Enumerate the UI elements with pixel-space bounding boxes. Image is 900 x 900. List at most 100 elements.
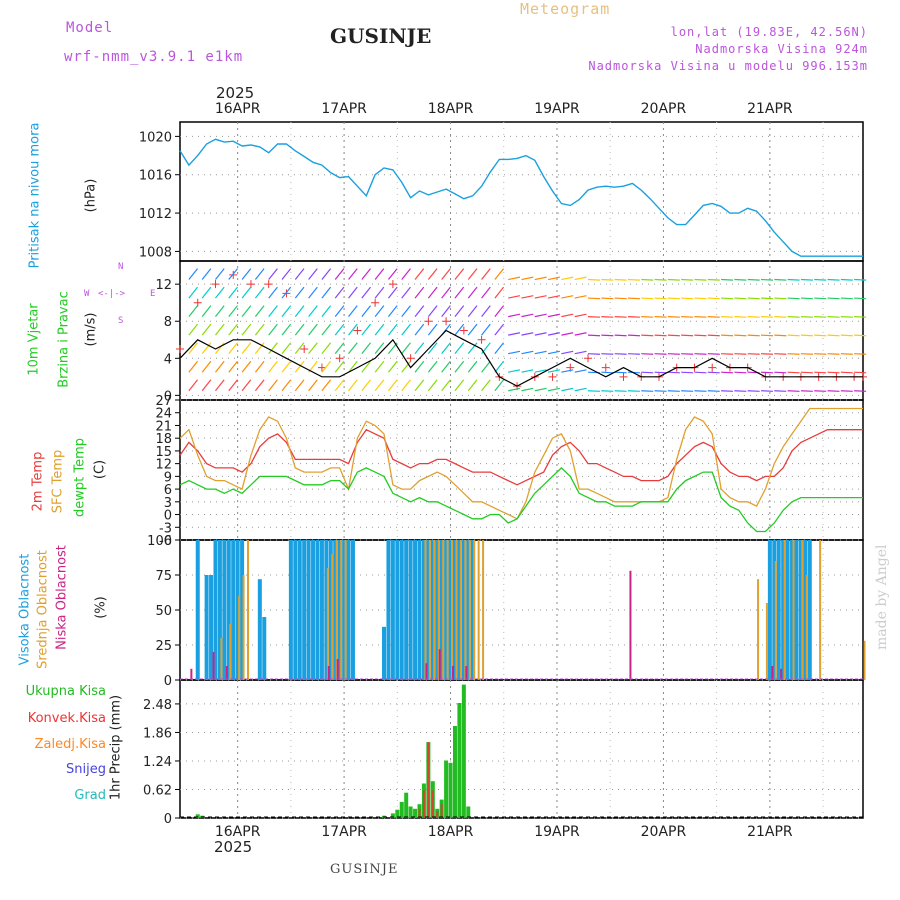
lonlat-label: lon,lat (19.83E, 42.56N): [670, 25, 868, 39]
wind-arrow: [814, 353, 827, 355]
legend-snow: Snijeg: [66, 762, 106, 777]
wind-arrow: [241, 323, 252, 336]
cloud-ytick-label: 25: [155, 639, 172, 654]
wind-arrow: [840, 297, 853, 300]
cloud-bar: [465, 666, 468, 680]
wind-arrow: [361, 323, 372, 336]
wind-arrow: [321, 286, 332, 299]
cloud-bar: [468, 540, 471, 680]
wind-arrow: [387, 268, 398, 280]
wind-arrow: [747, 334, 760, 337]
day-label-top: 19APR: [534, 101, 580, 117]
wind-arrow: [268, 342, 278, 355]
cloud-bar: [430, 540, 435, 680]
cloud-bar: [473, 540, 476, 680]
wind-arrow: [348, 342, 358, 355]
wind-arrow: [587, 353, 601, 355]
cloud-bar: [399, 540, 404, 680]
cloud-bar: [461, 540, 466, 680]
cloud-bar: [346, 540, 351, 680]
wind-arrow: [827, 353, 840, 355]
wind-arrow: [561, 295, 574, 299]
wind-gust-mark: [424, 317, 433, 326]
wind-arrow: [760, 334, 774, 337]
wind-arrow: [694, 316, 707, 318]
wind-arrow: [387, 323, 398, 336]
wind-arrow: [814, 371, 827, 374]
wind-arrow: [707, 278, 720, 281]
cloud-bar: [757, 579, 760, 680]
wind-arrow: [800, 334, 813, 337]
cloud-bar: [442, 540, 445, 680]
precip-bar: [195, 814, 200, 818]
wind-arrow: [641, 334, 654, 337]
wind-gust-mark: [584, 354, 593, 363]
wind-arrow: [681, 371, 694, 374]
wind-arrow: [188, 323, 199, 336]
cloud-bar: [798, 540, 803, 680]
cloud-bar: [446, 540, 449, 680]
cloud-bar: [257, 579, 262, 680]
temp-ytick-label: -3: [159, 521, 172, 536]
wind-arrow: [508, 369, 521, 373]
wind-arrow: [387, 305, 398, 317]
wind-arrow: [268, 379, 278, 392]
precip-bar: [390, 813, 395, 818]
temp-ytick-label: 15: [155, 445, 172, 460]
wind-arrow: [228, 342, 238, 355]
wind-arrow: [321, 305, 332, 317]
wind-arrow: [587, 278, 601, 281]
wind-arrow: [587, 316, 601, 318]
wind-arrow: [215, 342, 225, 355]
wind-arrow: [547, 387, 560, 392]
wind-arrow: [294, 286, 305, 299]
wind-arrow: [241, 342, 252, 355]
wind-arrow: [774, 353, 787, 355]
cloud-bar: [482, 540, 485, 680]
wind-arrow: [534, 332, 547, 336]
wind-arrow: [467, 286, 478, 299]
wind-arrow: [547, 295, 560, 299]
wind-arrow: [574, 332, 587, 336]
cloud-bar: [190, 668, 193, 680]
wind-arrow: [414, 323, 425, 336]
precip-bar: [452, 726, 457, 818]
cloud-bar: [335, 540, 338, 680]
pressure-panel-frame: [179, 121, 864, 262]
wind-gust-mark: [317, 363, 326, 372]
cloud-bar: [780, 668, 783, 680]
wind-arrow: [774, 278, 787, 281]
temp-ytick-label: 6: [164, 483, 172, 498]
wind-arrow: [334, 305, 345, 317]
wind-arrow: [321, 323, 332, 336]
wind-arrow: [800, 278, 813, 281]
cloud-bar: [457, 540, 462, 680]
cloud-ytick-label: 75: [155, 569, 172, 584]
wind-arrow: [840, 353, 853, 355]
wind-arrow: [681, 316, 694, 318]
cloud-bar: [805, 575, 808, 680]
wind-arrow: [374, 286, 385, 299]
wind-arrow: [827, 390, 840, 392]
wind-arrow: [721, 316, 734, 318]
wind-arrow: [414, 379, 425, 392]
wind-arrow: [308, 268, 318, 280]
wind-arrow: [467, 323, 478, 336]
compass-icon: N W E S <-|->: [84, 262, 156, 326]
precip-bar: [404, 792, 409, 818]
temp-ytick-label: 9: [164, 470, 172, 485]
precip-bar: [418, 808, 421, 818]
cloud-bar: [225, 666, 228, 680]
wind-arrow: [441, 360, 451, 373]
wind-arrow: [494, 305, 505, 317]
wind-arrow: [534, 276, 547, 281]
wind-arrow: [547, 332, 560, 336]
wind-arrow: [641, 297, 654, 300]
wind-gust-mark: [442, 317, 451, 326]
wind-gust-mark: [371, 298, 380, 307]
wind-arrow: [228, 360, 238, 373]
temp-ytick-label: 24: [155, 407, 172, 422]
wind-speed-line: [179, 329, 863, 387]
wind-arrow: [254, 305, 265, 317]
wind-arrow: [494, 268, 505, 280]
